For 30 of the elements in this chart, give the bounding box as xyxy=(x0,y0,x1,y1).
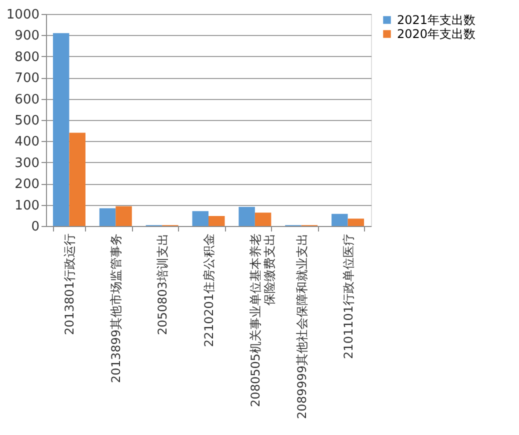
y-tick-label: 500 xyxy=(14,114,40,128)
y-tick-label: 300 xyxy=(14,156,40,171)
y-tick-label: 100 xyxy=(14,198,40,214)
x-tick-label: 2013801行政运行 xyxy=(62,234,77,335)
y-tick-label: 200 xyxy=(14,177,40,192)
y-tick-label: 400 xyxy=(14,134,40,150)
bar xyxy=(348,218,364,226)
bar xyxy=(99,208,116,226)
y-tick-label: 900 xyxy=(14,28,40,44)
y-tick-label: 600 xyxy=(14,92,40,108)
legend-label: 2020年支出数 xyxy=(397,27,476,41)
bar xyxy=(116,206,132,226)
x-tick-label: 2013899其他市场监管事务 xyxy=(109,234,124,383)
y-tick-label: 700 xyxy=(14,71,40,86)
bar xyxy=(332,214,348,226)
bar xyxy=(192,211,208,226)
bar xyxy=(254,212,272,226)
bar xyxy=(69,132,86,226)
legend-label: 2021年支出数 xyxy=(397,13,476,27)
y-tick-label: 0 xyxy=(31,220,40,234)
x-tick-label: 2089999其他社会保障和就业支出 xyxy=(294,234,309,419)
x-tick-label: 2210201住房公积金 xyxy=(202,234,216,347)
bar xyxy=(208,216,225,226)
bar xyxy=(238,206,255,226)
bar xyxy=(52,33,70,226)
x-tick-label: 2050803培训支出 xyxy=(156,234,170,335)
x-tick-label: 2101101行政单位医疗 xyxy=(341,234,356,359)
y-tick-label: 800 xyxy=(14,50,40,65)
x-tick-label: 2080505机关事业单位基本养老保险缴费支出 xyxy=(248,234,276,407)
y-tick-label: 1000 xyxy=(6,8,40,22)
